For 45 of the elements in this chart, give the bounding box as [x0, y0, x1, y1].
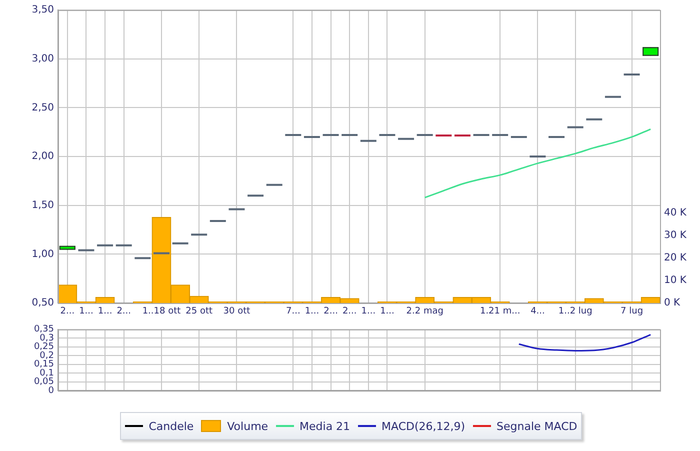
y2-tick-label: 10 K [664, 275, 687, 286]
y-tick-label: 0,3 [40, 333, 54, 344]
x-tick-label: 2... [116, 306, 131, 317]
x-tick-label: 2.2 mag [406, 306, 444, 317]
y-tick-label: 2,50 [32, 102, 54, 114]
y-tick-label: 1,00 [32, 248, 54, 260]
x-tick-label: 7 lug [620, 306, 644, 317]
y2-tick-label: 0 K [664, 298, 681, 309]
x-tick-label: 25 ott [186, 306, 213, 317]
x-tick-label: 2... [60, 306, 75, 317]
y-tick-label: 0,35 [34, 324, 54, 335]
x-tick-label: 1..2 lug [558, 306, 592, 317]
x-tick-label: 2... [324, 306, 338, 317]
text: Candele [148, 420, 194, 432]
y-tick-label: 3,50 [32, 4, 54, 16]
legend-label: Volume [227, 420, 268, 432]
y-tick-label: 0 [48, 386, 54, 396]
y-tick-label: 0,1 [40, 368, 54, 378]
legend-label: Segnale MACD [496, 420, 578, 432]
y2-tick-label: 20 K [664, 252, 687, 264]
x-tick-label: 7... [286, 306, 300, 317]
legend-label: Media 21 [300, 420, 350, 432]
x-tick-label: 1... [98, 306, 112, 317]
y-tick-label: 2,00 [32, 151, 54, 162]
x-tick-label: 30 ott [223, 306, 251, 317]
x-tick-label: 4... [530, 306, 545, 317]
legend-label: MACD(26,12,9) [382, 420, 466, 432]
x-tick-label: 1... [304, 306, 320, 317]
y2-tick-label: 30 K [664, 230, 687, 241]
x-tick-label: 1... [361, 306, 376, 317]
y-tick-label: 1,50 [32, 200, 54, 211]
x-tick-label: 2... [342, 306, 357, 317]
line-series [424, 128, 652, 198]
line-series [518, 334, 652, 352]
x-tick-label: 1..18 ott [142, 306, 182, 317]
y-tick-label: 0,2 [40, 350, 54, 361]
y-tick-label: 0,25 [34, 342, 54, 352]
y-tick-label: 0,50 [32, 298, 54, 309]
y2-tick-label: 40 K [664, 207, 687, 218]
y-tick-label: 3,00 [32, 53, 54, 64]
x-tick-label: 1... [79, 306, 94, 317]
y-tick-label: 0,15 [34, 360, 54, 370]
x-tick-label: 1.21 m... [480, 306, 520, 317]
x-tick-label: 1... [380, 306, 394, 317]
y-tick-label: 0,05 [34, 377, 54, 388]
